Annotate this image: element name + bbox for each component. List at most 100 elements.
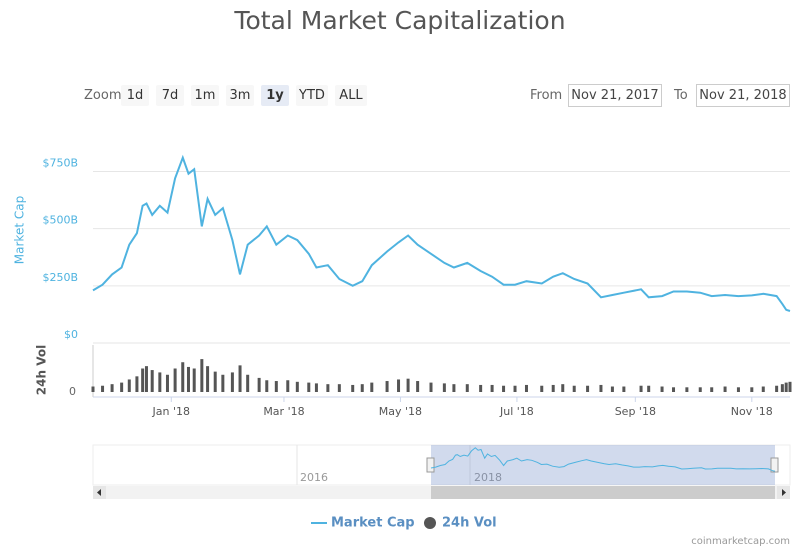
volume-bar	[416, 381, 420, 392]
zoom-button[interactable]: 1d	[121, 85, 149, 106]
legend-label[interactable]: Market Cap	[331, 516, 415, 531]
volume-bar	[622, 386, 626, 392]
volume-bar	[206, 366, 210, 392]
zoom-button[interactable]: YTD	[296, 85, 328, 106]
volume-bar	[788, 381, 792, 392]
volume-bar	[120, 382, 124, 392]
x-tick-label: May '18	[379, 405, 422, 418]
volume-bar	[397, 379, 401, 392]
volume-bar	[710, 387, 714, 392]
y-axis-title: 24h Vol	[35, 345, 49, 395]
volume-bar	[274, 381, 278, 392]
zoom-label: Zoom	[84, 88, 122, 103]
volume-bar	[221, 374, 225, 392]
volume-bar	[685, 387, 689, 392]
zoom-button[interactable]: ALL	[335, 85, 367, 106]
arrow-left	[97, 489, 101, 496]
volume-bar	[784, 382, 788, 392]
volume-bar	[286, 380, 290, 392]
volume-bar	[429, 382, 433, 392]
volume-bar	[502, 385, 506, 392]
volume-bar	[698, 387, 702, 392]
volume-bar	[150, 370, 154, 392]
volume-bar	[524, 384, 528, 392]
volume-bar	[144, 366, 148, 392]
volume-bar	[360, 384, 364, 392]
volume-bar	[572, 385, 576, 392]
zoom-button[interactable]: 3m	[226, 85, 254, 106]
volume-bar	[551, 384, 555, 392]
navigator-label: 2016	[300, 471, 328, 484]
zoom-button[interactable]: 7d	[156, 85, 184, 106]
volume-bar	[513, 385, 517, 392]
to-label: To	[674, 88, 688, 103]
legend-symbol	[424, 517, 436, 529]
volume-bar	[599, 384, 603, 392]
volume-bar	[672, 387, 676, 392]
volume-bar	[265, 380, 269, 392]
volume-bar	[158, 372, 162, 392]
legend-label[interactable]: 24h Vol	[442, 516, 497, 531]
volume-bar	[181, 362, 185, 392]
volume-bar	[110, 384, 114, 392]
volume-bar	[295, 381, 299, 392]
to-input[interactable]: Nov 21, 2018	[696, 84, 790, 107]
volume-bar	[135, 376, 139, 392]
volume-bar	[465, 384, 469, 392]
volume-bar	[736, 387, 740, 392]
volume-bar	[141, 368, 145, 392]
volume-bar	[586, 385, 590, 392]
volume-bar	[561, 384, 565, 392]
volume-bar	[370, 382, 374, 392]
x-tick-label: Jul '18	[499, 405, 534, 418]
volume-bar	[761, 386, 765, 392]
volume-bar	[540, 385, 544, 392]
volume-bar	[186, 366, 190, 392]
volume-bar	[337, 384, 341, 392]
zoom-button[interactable]: 1m	[191, 85, 219, 106]
volume-bar	[775, 385, 779, 392]
volume-bar	[173, 368, 177, 392]
navigator-label: 2018	[474, 471, 502, 484]
volume-bar	[639, 385, 643, 392]
volume-bar	[452, 384, 456, 392]
x-tick-label: Jan '18	[152, 405, 190, 418]
volume-bar	[647, 385, 651, 392]
volume-bar	[351, 384, 355, 392]
volume-bar	[780, 384, 784, 392]
arrow-right	[782, 489, 786, 496]
volume-bar	[750, 387, 754, 392]
volume-bar	[326, 384, 330, 392]
volume-bar	[91, 386, 95, 392]
volume-bar	[406, 378, 410, 392]
volume-bar	[723, 386, 727, 392]
x-tick-label: Sep '18	[615, 405, 656, 418]
y-tick-label: $500B	[42, 214, 78, 227]
credit[interactable]: coinmarketcap.com	[691, 536, 790, 547]
from-label: From	[530, 88, 563, 103]
navigator-handle[interactable]	[426, 457, 435, 473]
volume-bar	[314, 383, 318, 392]
volume-bar	[490, 384, 494, 392]
y-tick-label: 0	[69, 385, 76, 398]
volume-bar	[257, 377, 261, 392]
volume-bar	[165, 374, 169, 392]
volume-bar	[385, 381, 389, 392]
y-axis-title: Market Cap	[13, 196, 27, 264]
x-tick-label: Nov '18	[731, 405, 773, 418]
zoom-button[interactable]: 1y	[261, 85, 289, 106]
volume-bar	[238, 365, 242, 392]
y-tick-label: $250B	[42, 271, 78, 284]
navigator-series	[430, 447, 776, 472]
volume-bar	[246, 374, 250, 392]
volume-bar	[200, 359, 204, 392]
volume-bar	[230, 372, 234, 392]
scrollbar-thumb[interactable]	[431, 486, 775, 499]
volume-bar	[192, 368, 196, 392]
navigator-handle[interactable]	[770, 457, 779, 473]
navigator-mask[interactable]	[431, 445, 775, 485]
from-input[interactable]: Nov 21, 2017	[568, 84, 662, 107]
volume-bar	[213, 371, 217, 392]
